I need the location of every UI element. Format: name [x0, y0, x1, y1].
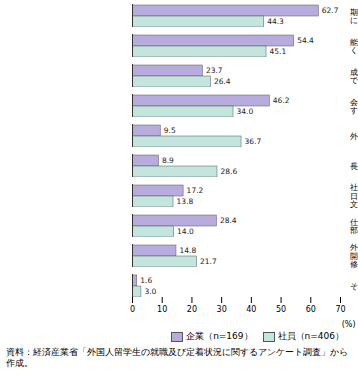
svg-text:14.8: 14.8: [179, 246, 196, 255]
html-text:社員（n=406）: 社員（n=406）: [277, 331, 344, 341]
svg-text:45.1: 45.1: [270, 47, 287, 56]
svg-text:60: 60: [306, 305, 316, 314]
svg-text:20: 20: [187, 305, 197, 314]
svg-text:13.8: 13.8: [177, 197, 194, 206]
html-text:企業（n=169）: 企業（n=169）: [186, 331, 253, 341]
svg-text:外国人社員向けに研修などの能力開発の機会を充実する（日本語研: 外国人社員向けに研修などの能力開発の機会を充実する（日本語研修を含む）: [350, 243, 358, 269]
svg-text:1.6: 1.6: [140, 276, 152, 285]
svg-text:3.0: 3.0: [144, 287, 156, 296]
svg-text:会社が将来のキャリアパスを明示する: 会社が将来のキャリアパスを明示する: [350, 98, 358, 115]
svg-text:70: 70: [335, 305, 345, 314]
svg-text:23.7: 23.7: [206, 66, 223, 75]
svg-text:その他: その他: [350, 282, 358, 291]
svg-text:54.4: 54.4: [297, 36, 314, 45]
svg-text:9.5: 9.5: [164, 126, 176, 135]
svg-text:36.7: 36.7: [245, 137, 262, 146]
svg-text:10: 10: [157, 305, 167, 314]
svg-text:(%): (%): [342, 320, 356, 329]
svg-text:62.7: 62.7: [322, 6, 339, 15]
svg-text:能力に応じて責任のある職務につくことができるようにする: 能力に応じて責任のある職務につくことができるようにする: [350, 38, 358, 55]
svg-text:8.9: 8.9: [162, 156, 174, 165]
svg-text:28.4: 28.4: [220, 216, 237, 225]
svg-text:14.0: 14.0: [177, 227, 194, 236]
svg-text:46.2: 46.2: [273, 96, 290, 105]
svg-text:成果に応じた給与を受けることができるようにする: 成果に応じた給与を受けることができるようにする: [350, 68, 358, 85]
svg-text:長時間残業を見直す: 長時間残業を見直す: [350, 162, 358, 171]
svg-text:40: 40: [246, 305, 256, 314]
svg-text:28.6: 28.6: [220, 167, 237, 176]
svg-text:仕事や生活上の悩みについて人事部門などが定期的に相談にのる: 仕事や生活上の悩みについて人事部門などが定期的に相談にのる: [350, 218, 358, 235]
svg-text:21.7: 21.7: [200, 257, 217, 266]
svg-text:44.3: 44.3: [267, 17, 284, 26]
svg-text:17.2: 17.2: [187, 186, 204, 195]
svg-text:0: 0: [130, 305, 135, 314]
svg-text:34.0: 34.0: [237, 107, 254, 116]
svg-text:50: 50: [276, 305, 286, 314]
svg-text:外国人社員を経営幹部に登用する: 外国人社員を経営幹部に登用する: [350, 132, 358, 141]
svg-text:26.4: 26.4: [214, 77, 231, 86]
svg-text:社内で英語が通じるようにする（日本人社員の英語能力向上、社内: 社内で英語が通じるようにする（日本人社員の英語能力向上、社内文書の英語化など）: [350, 183, 358, 209]
svg-text:期待される役割や職務内容を明確に提示する: 期待される役割や職務内容を明確に提示する: [350, 8, 358, 25]
html-text:資料：経済産業省「外国人留学生の就職及び定着状況に関するアン: 資料：経済産業省「外国人留学生の就職及び定着状況に関するアンケート調査」から作成…: [6, 347, 348, 368]
svg-text:30: 30: [217, 305, 227, 314]
